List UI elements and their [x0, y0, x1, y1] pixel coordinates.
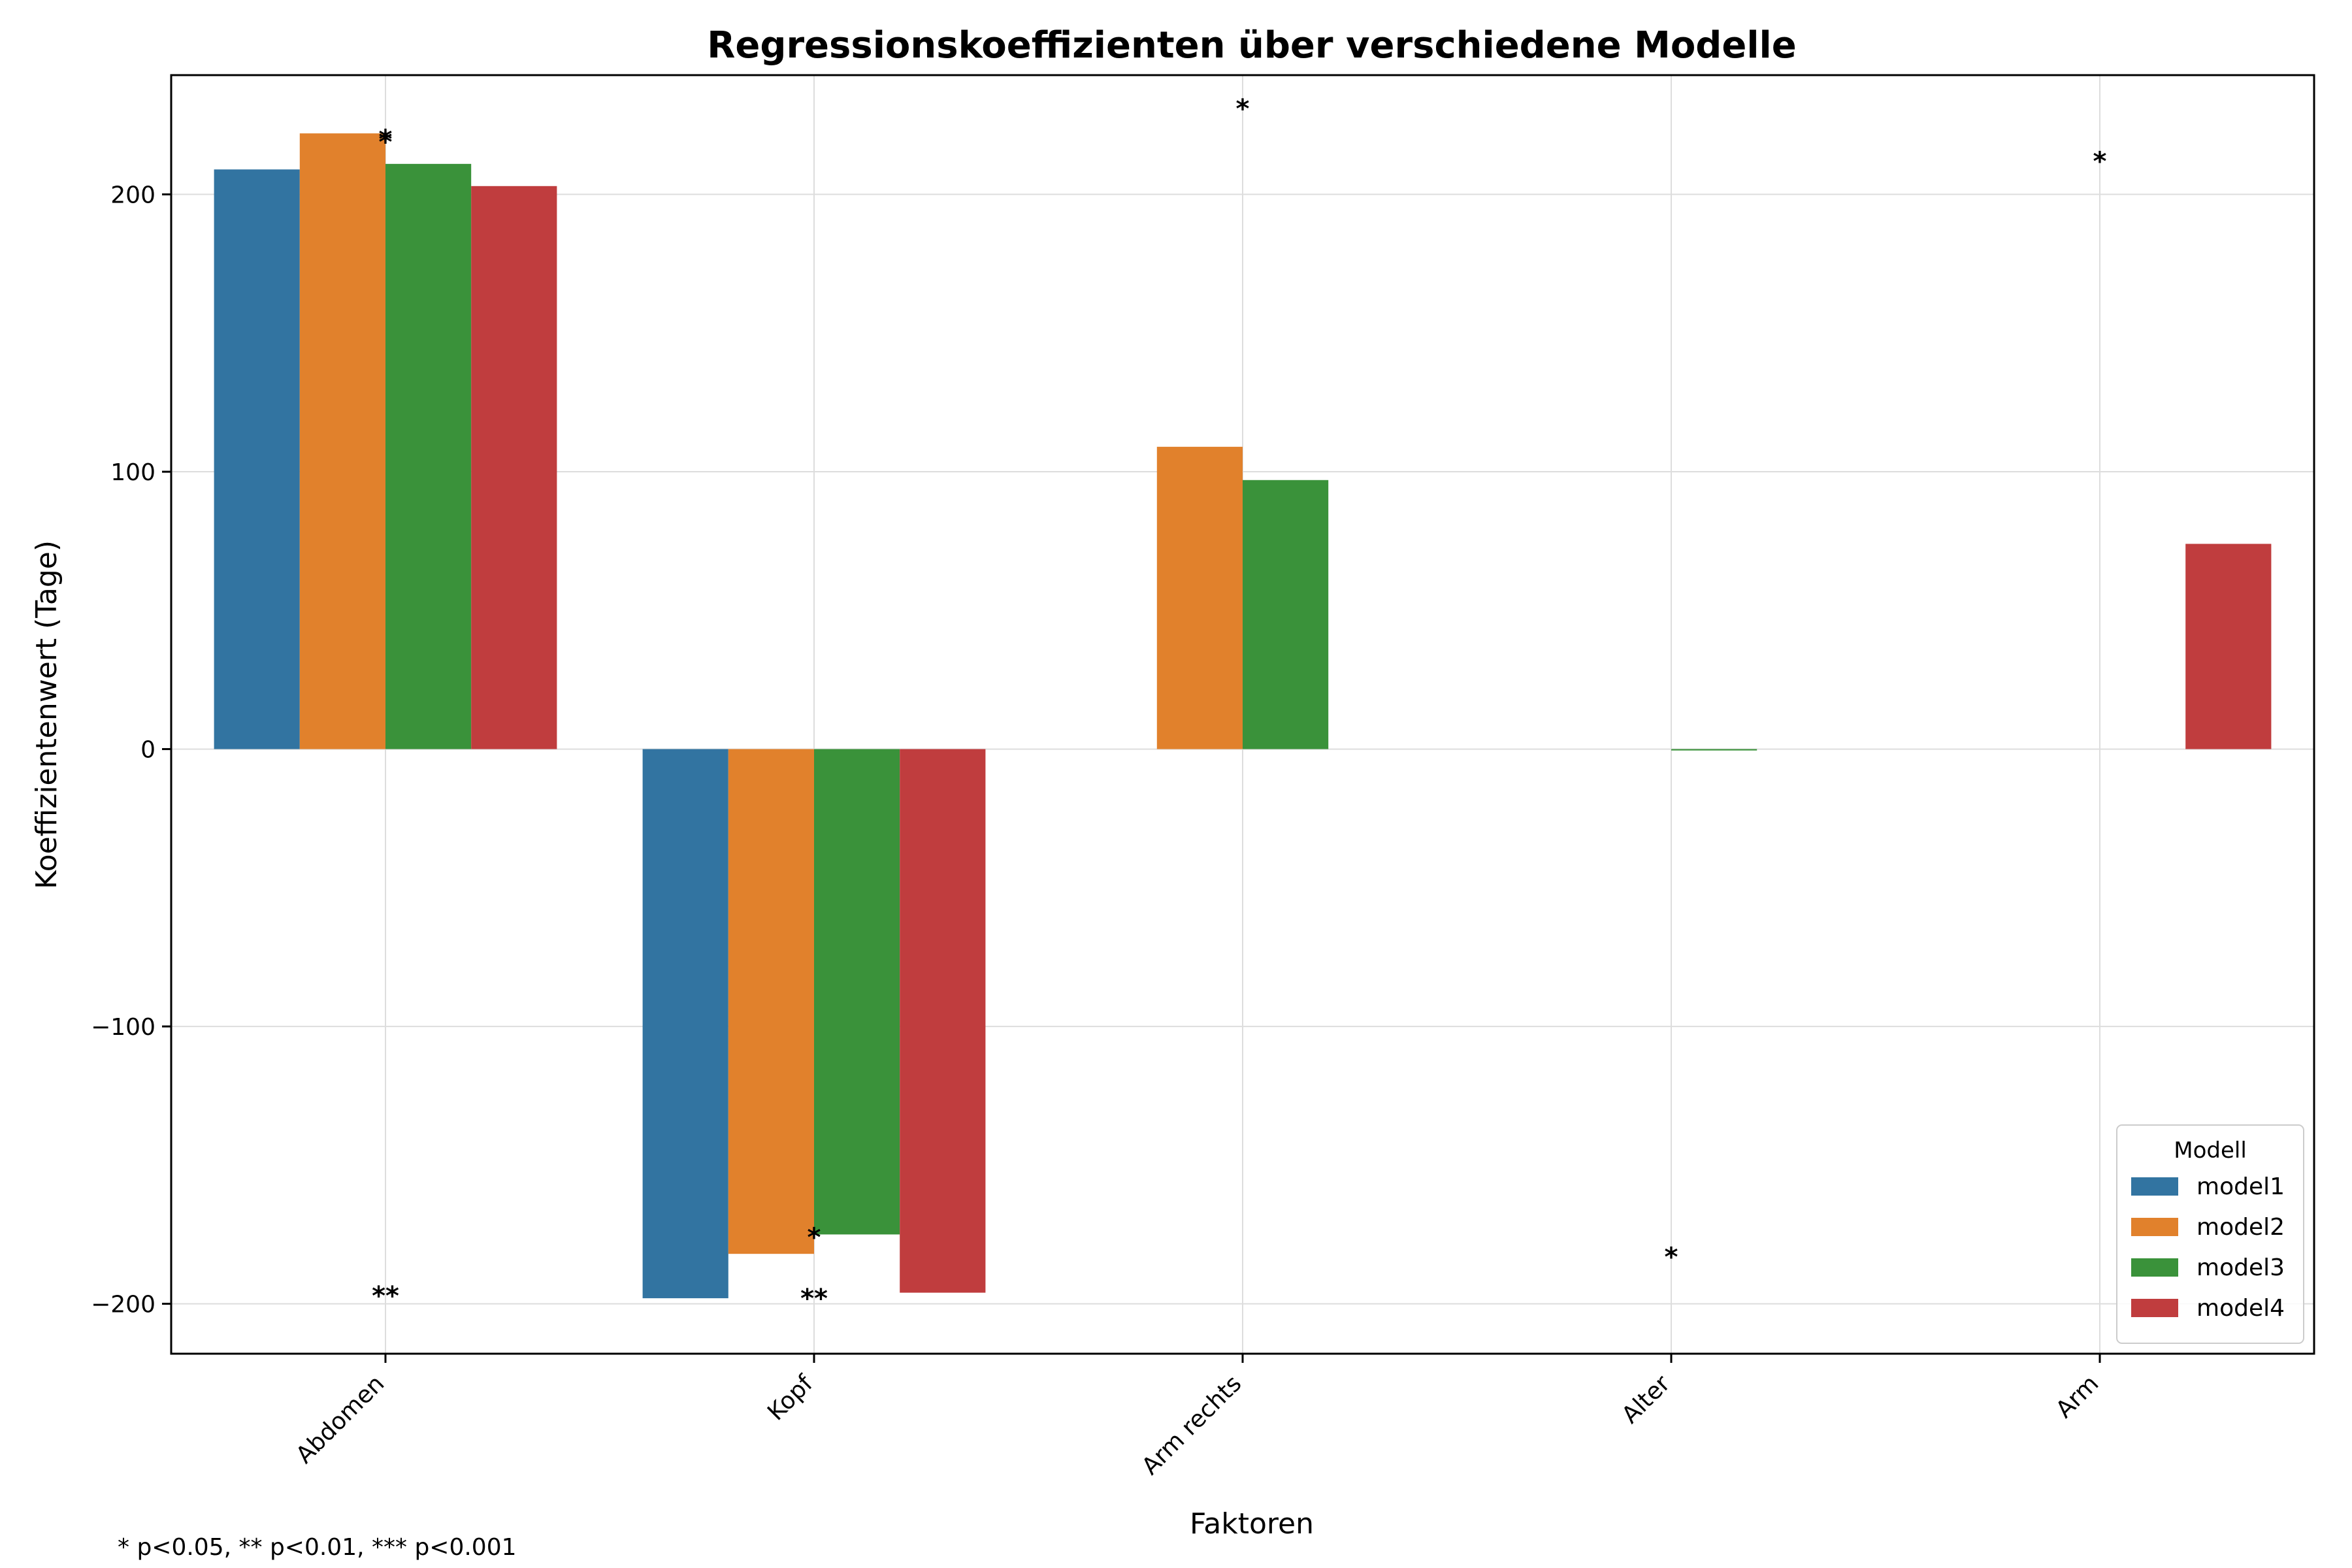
legend-label-model3: model3 [2197, 1254, 2285, 1281]
x-tick-label: Arm [2051, 1370, 2104, 1423]
legend-label-model2: model2 [2197, 1214, 2285, 1241]
significance-annotations: ********** [372, 94, 2106, 1314]
y-tick-label: 200 [110, 182, 155, 209]
legend-title: Modell [2174, 1137, 2247, 1164]
significance-marker: * [1236, 94, 1250, 124]
x-axis: Abdomen Kopf Arm rechts Alter Arm [291, 1354, 2104, 1480]
legend-swatch-model1 [2131, 1177, 2178, 1196]
legend-label-model4: model4 [2197, 1295, 2285, 1322]
bar-model1-kopf [642, 749, 728, 1299]
significance-marker: * [379, 125, 393, 155]
legend-swatch-model4 [2131, 1299, 2178, 1317]
y-tick-label: 0 [140, 737, 155, 764]
significance-marker: * [808, 1223, 821, 1253]
significance-marker: ** [372, 1281, 399, 1311]
bar-model1-abdomen [214, 169, 300, 749]
legend: Modell model1 model2 model3 model4 [2116, 1124, 2304, 1344]
x-tick-label: Abdomen [291, 1370, 389, 1469]
y-axis-label: Koeffizientenwert (Tage) [30, 540, 63, 889]
bar-model4-kopf [900, 749, 986, 1293]
legend-swatch-model2 [2131, 1218, 2178, 1236]
significance-marker: * [1665, 1242, 1678, 1272]
x-tick-label: Kopf [762, 1369, 819, 1426]
chart-title: Regressionskoeffizienten über verschiede… [707, 24, 1796, 67]
y-tick-label: −100 [91, 1014, 155, 1041]
bar-model2-arm-rechts [1156, 446, 1243, 749]
bar-model4-arm [2185, 544, 2272, 749]
bars [214, 133, 2272, 1299]
x-axis-label: Faktoren [1190, 1507, 1314, 1541]
y-tick-label: −200 [91, 1292, 155, 1318]
significance-footnote: * p<0.05, ** p<0.01, *** p<0.001 [118, 1534, 517, 1561]
x-tick-label: Alter [1617, 1370, 1676, 1429]
bar-model3-alter [1671, 749, 1757, 751]
significance-marker: * [379, 127, 393, 157]
legend-swatch-model3 [2131, 1258, 2178, 1277]
bar-model2-abdomen [299, 133, 385, 749]
bar-model3-abdomen [385, 163, 472, 749]
y-tick-label: 100 [110, 459, 155, 486]
significance-marker: * [2093, 147, 2107, 177]
y-axis: −200 −100 0 100 200 [91, 182, 171, 1318]
x-tick-label: Arm rechts [1137, 1370, 1247, 1480]
legend-label-model1: model1 [2197, 1173, 2285, 1200]
bar-model3-kopf [814, 749, 900, 1235]
bar-model2-kopf [728, 749, 814, 1254]
significance-marker: ** [800, 1284, 828, 1314]
bar-model4-abdomen [471, 186, 557, 749]
bar-model3-arm-rechts [1243, 480, 1329, 749]
